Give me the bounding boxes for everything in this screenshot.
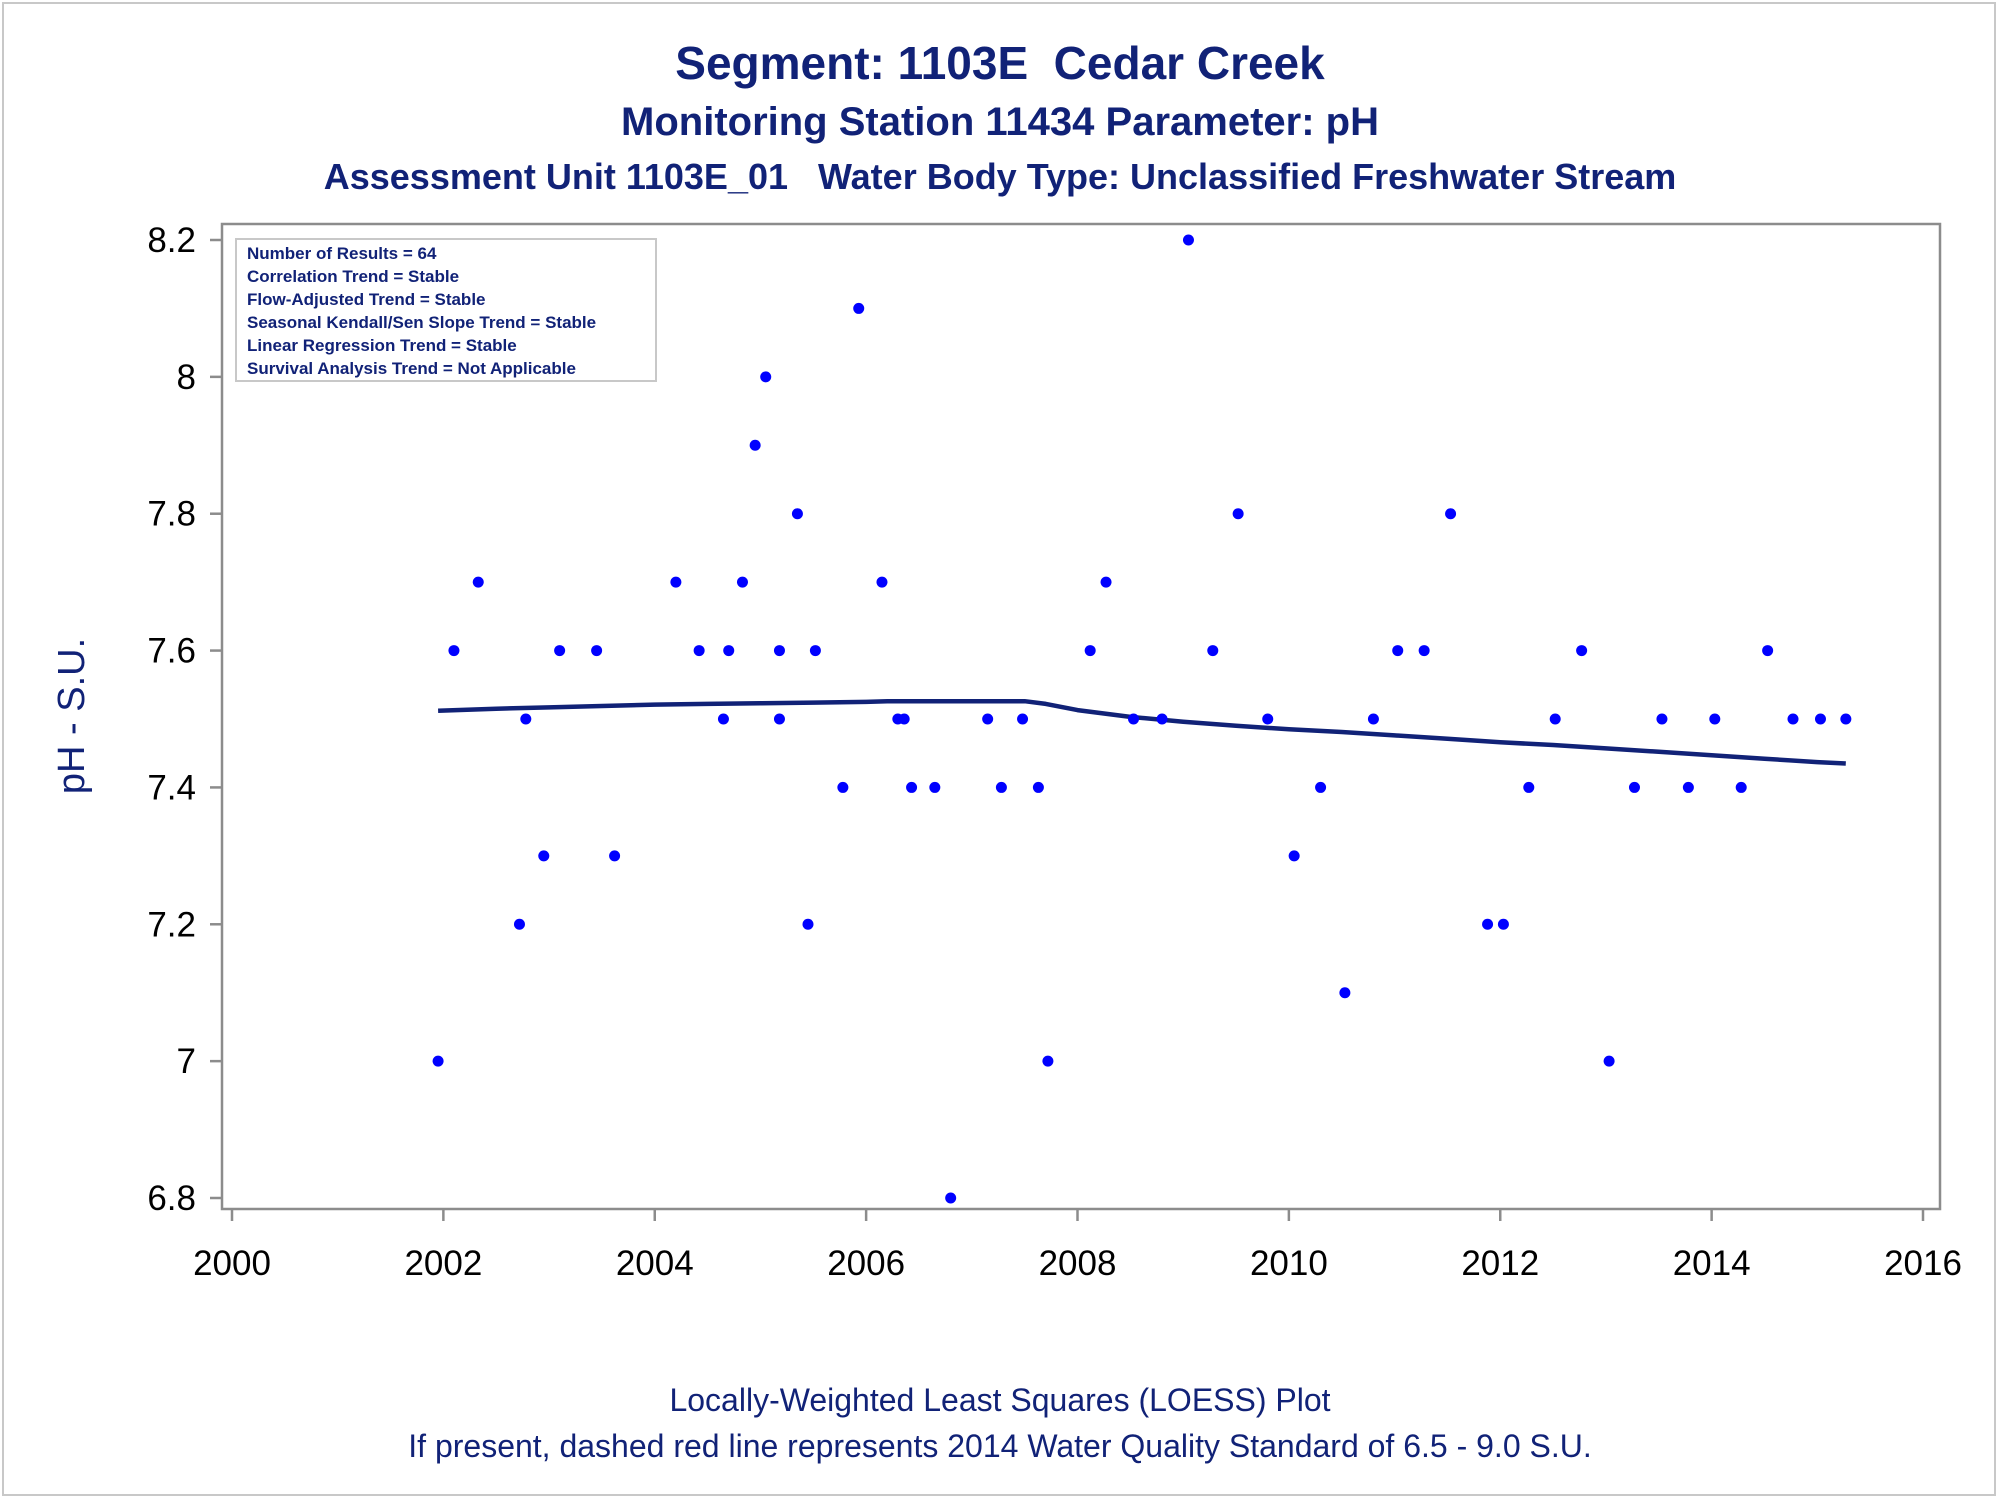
data-point bbox=[591, 645, 603, 657]
x-tick-label: 2000 bbox=[193, 1244, 271, 1283]
data-point bbox=[1128, 713, 1140, 725]
y-tick-label: 7.4 bbox=[147, 768, 196, 807]
stats-line: Linear Regression Trend = Stable bbox=[247, 336, 517, 355]
data-point bbox=[1445, 508, 1457, 520]
data-point bbox=[995, 781, 1007, 793]
y-tick-label: 7 bbox=[177, 1042, 196, 1081]
data-point bbox=[1315, 781, 1327, 793]
data-point bbox=[736, 576, 748, 588]
footnote-standard: If present, dashed red line represents 2… bbox=[408, 1428, 1592, 1464]
data-point bbox=[982, 713, 994, 725]
y-tick-label: 8.2 bbox=[147, 221, 196, 260]
y-axis-label: pH - S.U. bbox=[51, 638, 93, 794]
data-point bbox=[760, 371, 772, 383]
data-point bbox=[791, 508, 803, 520]
y-tick-label: 8 bbox=[177, 358, 196, 397]
x-tick-label: 2004 bbox=[616, 1244, 694, 1283]
data-point bbox=[1032, 781, 1044, 793]
data-point bbox=[1576, 645, 1588, 657]
data-point bbox=[538, 850, 550, 862]
data-point bbox=[1709, 713, 1721, 725]
data-point bbox=[723, 645, 735, 657]
stats-line: Seasonal Kendall/Sen Slope Trend = Stabl… bbox=[247, 313, 596, 332]
data-point bbox=[1762, 645, 1774, 657]
data-point bbox=[1656, 713, 1668, 725]
data-point bbox=[876, 576, 888, 588]
data-point bbox=[717, 713, 729, 725]
stats-line: Correlation Trend = Stable bbox=[247, 267, 459, 286]
chart-subtitle-2: Assessment Unit 1103E_01 Water Body Type… bbox=[323, 156, 1677, 197]
data-point bbox=[809, 645, 821, 657]
data-point bbox=[1042, 1055, 1054, 1067]
data-point bbox=[1017, 713, 1029, 725]
data-point bbox=[1682, 781, 1694, 793]
data-point bbox=[1339, 987, 1351, 999]
y-tick-label: 7.8 bbox=[147, 495, 196, 534]
data-point bbox=[609, 850, 621, 862]
data-point bbox=[1392, 645, 1404, 657]
x-tick-label: 2012 bbox=[1461, 1244, 1539, 1283]
data-point bbox=[853, 302, 865, 314]
data-point bbox=[554, 645, 566, 657]
data-point bbox=[1840, 713, 1852, 725]
data-point bbox=[929, 781, 941, 793]
chart-title: Segment: 1103E Cedar Creek bbox=[675, 37, 1325, 89]
data-point bbox=[1262, 713, 1274, 725]
stats-line: Number of Results = 64 bbox=[247, 244, 437, 263]
stats-line: Flow-Adjusted Trend = Stable bbox=[247, 290, 486, 309]
chart-subtitle: Monitoring Station 11434 Parameter: pH bbox=[621, 100, 1379, 144]
data-point bbox=[1207, 645, 1219, 657]
x-tick-label: 2002 bbox=[404, 1244, 482, 1283]
loess-line bbox=[438, 698, 1846, 766]
y-tick-label: 7.2 bbox=[147, 905, 196, 944]
data-point bbox=[837, 781, 849, 793]
data-point bbox=[1182, 234, 1194, 246]
plot-area-border bbox=[220, 222, 1942, 1211]
data-point bbox=[1814, 713, 1826, 725]
data-point bbox=[1603, 1055, 1615, 1067]
data-point bbox=[513, 918, 525, 930]
data-point bbox=[1735, 781, 1747, 793]
data-point bbox=[1367, 713, 1379, 725]
data-point bbox=[898, 713, 910, 725]
data-point bbox=[1787, 713, 1799, 725]
data-point bbox=[1497, 918, 1509, 930]
data-point bbox=[1084, 645, 1096, 657]
data-point bbox=[802, 918, 814, 930]
data-point bbox=[472, 576, 484, 588]
data-point bbox=[773, 645, 785, 657]
data-point bbox=[1418, 645, 1430, 657]
data-point bbox=[945, 1192, 957, 1204]
data-point bbox=[1482, 918, 1494, 930]
x-tick-label: 2010 bbox=[1250, 1244, 1328, 1283]
data-point bbox=[1549, 713, 1561, 725]
data-point bbox=[1628, 781, 1640, 793]
x-tick-label: 2014 bbox=[1673, 1244, 1751, 1283]
data-point bbox=[1523, 781, 1535, 793]
data-point bbox=[749, 439, 761, 451]
footnote-loess: Locally-Weighted Least Squares (LOESS) P… bbox=[669, 1382, 1331, 1418]
data-point bbox=[1232, 508, 1244, 520]
x-tick-label: 2006 bbox=[827, 1244, 905, 1283]
stats-box bbox=[235, 238, 657, 382]
data-point bbox=[1100, 576, 1112, 588]
x-tick-label: 2008 bbox=[1039, 1244, 1117, 1283]
data-point bbox=[906, 781, 918, 793]
data-point bbox=[432, 1055, 444, 1067]
data-point bbox=[693, 645, 705, 657]
data-point bbox=[448, 645, 460, 657]
x-tick-label: 2016 bbox=[1884, 1244, 1962, 1283]
data-point bbox=[1156, 713, 1168, 725]
data-point bbox=[670, 576, 682, 588]
data-point bbox=[1288, 850, 1300, 862]
y-tick-label: 6.8 bbox=[147, 1179, 196, 1218]
data-point bbox=[773, 713, 785, 725]
data-point bbox=[520, 713, 532, 725]
stats-line: Survival Analysis Trend = Not Applicable bbox=[247, 359, 576, 378]
y-tick-label: 7.6 bbox=[147, 632, 196, 671]
